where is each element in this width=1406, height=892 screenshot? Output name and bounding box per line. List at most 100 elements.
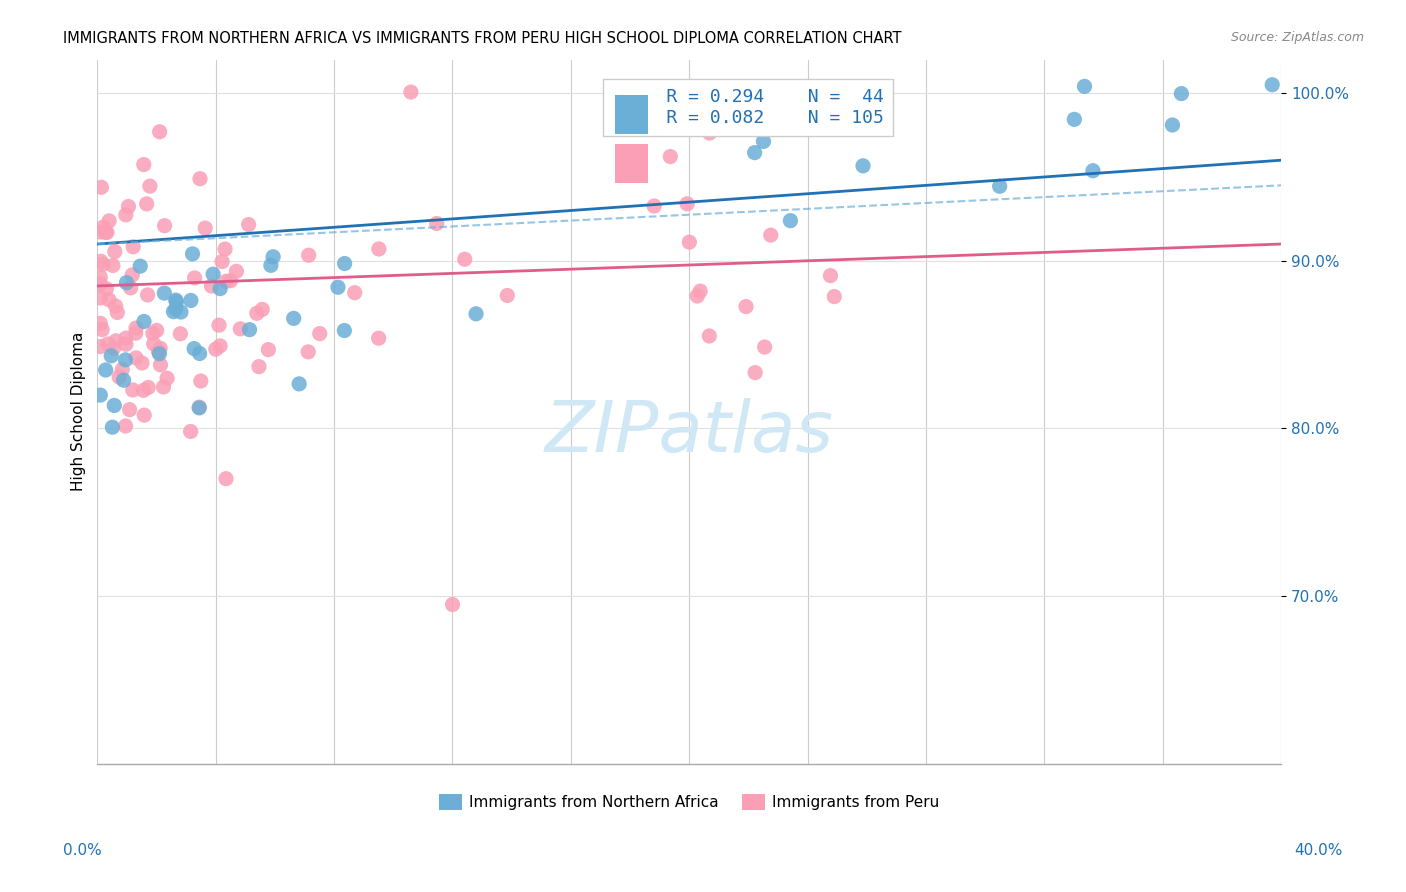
Immigrants from Peru bbox=[246, 306, 269, 320]
Immigrants from Peru bbox=[142, 326, 165, 341]
Immigrants from Northern Africa bbox=[180, 293, 202, 308]
Immigrants from Peru bbox=[735, 300, 758, 314]
Immigrants from Peru bbox=[114, 419, 136, 434]
Immigrants from Peru bbox=[156, 371, 179, 385]
Text: Source: ZipAtlas.com: Source: ZipAtlas.com bbox=[1230, 31, 1364, 45]
Immigrants from Peru bbox=[149, 358, 172, 372]
Immigrants from Peru bbox=[152, 380, 174, 394]
Immigrants from Peru bbox=[441, 598, 464, 612]
Immigrants from Peru bbox=[101, 259, 124, 273]
Immigrants from Northern Africa bbox=[238, 323, 260, 337]
Immigrants from Peru bbox=[308, 326, 330, 341]
Immigrants from Peru bbox=[252, 302, 274, 317]
Immigrants from Peru bbox=[117, 200, 139, 214]
Immigrants from Northern Africa bbox=[162, 304, 184, 318]
Immigrants from Peru bbox=[149, 341, 172, 355]
Text: ZIPatlas: ZIPatlas bbox=[544, 399, 834, 467]
Immigrants from Northern Africa bbox=[112, 373, 135, 387]
Immigrants from Peru bbox=[823, 289, 845, 303]
Immigrants from Peru bbox=[90, 254, 112, 268]
Immigrants from Peru bbox=[643, 199, 665, 213]
Immigrants from Northern Africa bbox=[94, 363, 117, 377]
Immigrants from Northern Africa bbox=[288, 376, 311, 391]
Immigrants from Peru bbox=[96, 226, 118, 240]
Immigrants from Peru bbox=[97, 293, 120, 307]
Immigrants from Peru bbox=[135, 197, 157, 211]
Immigrants from Peru bbox=[744, 366, 766, 380]
Immigrants from Northern Africa bbox=[209, 282, 232, 296]
Immigrants from Peru bbox=[689, 284, 711, 298]
Immigrants from Northern Africa bbox=[744, 145, 766, 160]
Immigrants from Peru bbox=[343, 285, 366, 300]
Immigrants from Peru bbox=[229, 322, 252, 336]
Immigrants from Northern Africa bbox=[100, 349, 122, 363]
Immigrants from Peru bbox=[114, 208, 136, 222]
Immigrants from Peru bbox=[194, 221, 217, 235]
Immigrants from Peru bbox=[208, 318, 231, 333]
Immigrants from Peru bbox=[98, 214, 121, 228]
Immigrants from Peru bbox=[686, 289, 709, 303]
Immigrants from Peru bbox=[132, 384, 155, 398]
Immigrants from Northern Africa bbox=[283, 311, 305, 326]
Immigrants from Peru bbox=[90, 180, 112, 194]
Immigrants from Peru bbox=[148, 344, 170, 359]
Immigrants from Peru bbox=[104, 244, 127, 259]
Immigrants from Peru bbox=[247, 359, 270, 374]
Legend: Immigrants from Northern Africa, Immigrants from Peru: Immigrants from Northern Africa, Immigra… bbox=[433, 788, 946, 816]
Immigrants from Peru bbox=[121, 268, 143, 282]
Immigrants from Peru bbox=[120, 281, 142, 295]
Text: IMMIGRANTS FROM NORTHERN AFRICA VS IMMIGRANTS FROM PERU HIGH SCHOOL DIPLOMA CORR: IMMIGRANTS FROM NORTHERN AFRICA VS IMMIG… bbox=[63, 31, 901, 46]
Immigrants from Northern Africa bbox=[181, 247, 204, 261]
Immigrants from Peru bbox=[115, 337, 138, 351]
Text: R = 0.294    N =  44
     R = 0.082    N = 105: R = 0.294 N = 44 R = 0.082 N = 105 bbox=[612, 87, 884, 127]
Immigrants from Peru bbox=[496, 288, 519, 302]
Immigrants from Peru bbox=[139, 179, 162, 194]
Immigrants from Peru bbox=[145, 323, 167, 337]
Immigrants from Peru bbox=[399, 85, 422, 99]
Immigrants from Peru bbox=[91, 257, 114, 271]
Immigrants from Northern Africa bbox=[1081, 163, 1104, 178]
Immigrants from Northern Africa bbox=[260, 258, 283, 272]
Immigrants from Northern Africa bbox=[779, 213, 801, 227]
Immigrants from Northern Africa bbox=[115, 276, 138, 290]
Immigrants from Peru bbox=[93, 220, 115, 235]
Immigrants from Peru bbox=[89, 270, 111, 285]
Immigrants from Northern Africa bbox=[165, 295, 187, 310]
Immigrants from Peru bbox=[149, 125, 172, 139]
Immigrants from Peru bbox=[190, 374, 212, 388]
Immigrants from Peru bbox=[111, 362, 134, 376]
Immigrants from Northern Africa bbox=[333, 324, 356, 338]
Immigrants from Peru bbox=[238, 218, 260, 232]
Immigrants from Northern Africa bbox=[165, 301, 187, 316]
Immigrants from Northern Africa bbox=[1170, 87, 1192, 101]
Immigrants from Peru bbox=[211, 254, 233, 268]
Immigrants from Peru bbox=[659, 150, 682, 164]
Immigrants from Peru bbox=[219, 274, 242, 288]
Immigrants from Peru bbox=[115, 331, 138, 345]
Immigrants from Peru bbox=[153, 219, 176, 233]
Immigrants from Northern Africa bbox=[188, 401, 211, 415]
Immigrants from Peru bbox=[214, 242, 236, 256]
Immigrants from Peru bbox=[104, 334, 127, 348]
Immigrants from Northern Africa bbox=[114, 352, 136, 367]
Immigrants from Peru bbox=[136, 380, 159, 394]
Immigrants from Northern Africa bbox=[165, 293, 187, 307]
Immigrants from Northern Africa bbox=[170, 305, 193, 319]
Immigrants from Peru bbox=[134, 408, 156, 422]
Immigrants from Peru bbox=[678, 235, 700, 249]
Immigrants from Peru bbox=[200, 279, 222, 293]
Immigrants from Peru bbox=[759, 228, 782, 243]
Immigrants from Peru bbox=[94, 226, 117, 240]
Immigrants from Peru bbox=[122, 240, 145, 254]
Text: 0.0%: 0.0% bbox=[63, 843, 103, 858]
Immigrants from Peru bbox=[103, 341, 125, 355]
Immigrants from Peru bbox=[104, 299, 127, 313]
Immigrants from Peru bbox=[215, 274, 238, 288]
Immigrants from Peru bbox=[91, 322, 114, 336]
Immigrants from Peru bbox=[89, 277, 111, 291]
Immigrants from Northern Africa bbox=[852, 159, 875, 173]
Immigrants from Peru bbox=[676, 197, 699, 211]
Immigrants from Peru bbox=[188, 171, 211, 186]
Immigrants from Peru bbox=[820, 268, 842, 283]
Immigrants from Peru bbox=[799, 80, 821, 95]
